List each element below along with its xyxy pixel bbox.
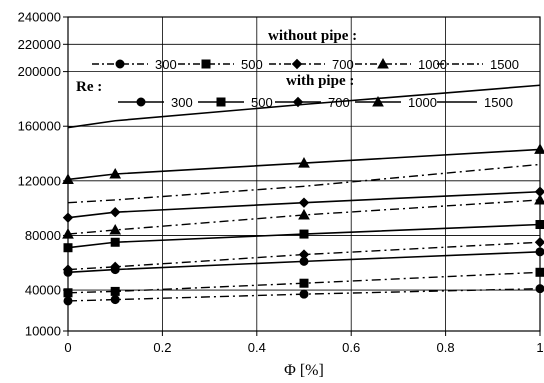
series-with-pipe-1000-point <box>109 167 122 179</box>
x-tick-label: 0 <box>64 340 71 355</box>
x-tick-label: 0.6 <box>342 340 360 355</box>
series-without-pipe-1000-line <box>67 199 541 235</box>
series-with-pipe-500-point <box>299 229 309 239</box>
series-without-pipe-500-point <box>299 278 309 288</box>
series-without-pipe-300-line <box>67 287 541 302</box>
series-with-pipe-300-point <box>110 265 120 275</box>
series-without-pipe-1000-point <box>109 223 122 235</box>
legend-entry-with-pipe-300-label: 300 <box>171 95 193 110</box>
legend-entry-without-pipe-1500: 1500 <box>437 57 519 72</box>
legend: without pipe : with pipe : Re : 300 500 70… <box>76 28 519 110</box>
series-with-pipe-1000-point <box>298 157 310 168</box>
series-with-pipe-1500 <box>67 84 541 129</box>
legend-entry-without-pipe-700: 700 <box>269 57 354 72</box>
y-tick-label: 120000 <box>18 173 61 188</box>
legend-entry-without-pipe-500-label: 500 <box>241 57 263 72</box>
series-without-pipe-1000-point <box>298 208 310 220</box>
legend-entry-with-pipe-700-marker <box>292 96 304 108</box>
y-tick-label: 240000 <box>18 10 61 25</box>
series-without-pipe-300-point <box>299 289 309 299</box>
legend-entry-with-pipe-300-marker <box>136 97 146 107</box>
legend-entry-with-pipe-1500-label: 1500 <box>484 95 513 110</box>
x-tick-label: 1 <box>536 340 543 355</box>
series-without-pipe-300 <box>63 284 544 306</box>
series-without-pipe-500-point <box>110 286 120 296</box>
series-with-pipe-500-point <box>110 237 120 247</box>
legend-entry-with-pipe-300: 300 <box>118 95 193 110</box>
legend-entry-without-pipe-500: 500 <box>178 57 263 72</box>
legend-group-title-with-pipe: with pipe : <box>286 73 354 89</box>
legend-entry-with-pipe-500-label: 500 <box>251 95 273 110</box>
series-with-pipe-1000-line <box>67 148 541 181</box>
legend-entry-without-pipe-500-marker <box>201 59 211 69</box>
series-with-pipe-700-line <box>67 190 541 219</box>
legend-items: 300 500 700 1000 1500 300 500 700 1000 1500 <box>92 57 519 110</box>
series-with-pipe-300 <box>63 247 544 277</box>
legend-entry-without-pipe-1000-label: 1000 <box>418 57 447 72</box>
legend-entry-without-pipe-700-label: 700 <box>332 57 354 72</box>
series-with-pipe-1500-line <box>67 84 541 129</box>
legend-entry-without-pipe-300-marker <box>115 59 125 69</box>
y-tick-label: 160000 <box>18 119 61 134</box>
legend-re-label: Re : <box>76 79 102 95</box>
series-without-pipe-1500 <box>67 163 541 204</box>
legend-entry-without-pipe-300-label: 300 <box>155 57 177 72</box>
legend-group-title-without-pipe: without pipe : <box>268 28 357 44</box>
series-with-pipe-500-line <box>67 223 541 249</box>
legend-entry-with-pipe-500: 500 <box>198 95 273 110</box>
legend-entry-with-pipe-1000: 1000 <box>355 95 437 110</box>
legend-entry-with-pipe-1000-label: 1000 <box>408 95 437 110</box>
plot-frame <box>67 16 541 332</box>
series-without-pipe-500-line <box>67 271 541 294</box>
x-tick-label: 0.8 <box>437 340 455 355</box>
legend-entry-without-pipe-700-marker <box>291 58 303 70</box>
series-without-pipe-300-point <box>110 295 120 305</box>
x-tick-label: 0.2 <box>153 340 171 355</box>
x-axis-ticks: 0 0.2 0.4 0.6 0.8 1 <box>64 331 544 355</box>
legend-entry-with-pipe-1500: 1500 <box>437 95 513 110</box>
y-tick-label: 200000 <box>18 64 61 79</box>
x-tick-label: 0.4 <box>248 340 266 355</box>
legend-entry-without-pipe-1000: 1000 <box>355 57 447 72</box>
series-without-pipe-1500-line <box>67 163 541 204</box>
legend-entry-with-pipe-700: 700 <box>275 95 350 110</box>
legend-entry-without-pipe-1000-marker <box>377 57 389 69</box>
series-without-pipe-700-line <box>67 241 541 271</box>
legend-entry-without-pipe-300: 300 <box>92 57 177 72</box>
y-tick-label: 40000 <box>25 283 61 298</box>
series-group <box>62 84 544 306</box>
legend-entry-without-pipe-1500-label: 1500 <box>490 57 519 72</box>
y-tick-label: 10000 <box>25 324 61 339</box>
legend-entry-with-pipe-700-label: 700 <box>328 95 350 110</box>
series-with-pipe-700-point <box>109 207 121 218</box>
legend-entry-with-pipe-500-marker <box>216 97 226 107</box>
series-with-pipe-300-point <box>299 256 309 266</box>
legend-entry-with-pipe-1000-marker <box>372 95 384 107</box>
series-with-pipe-500 <box>63 220 544 253</box>
series-with-pipe-700 <box>62 186 544 223</box>
x-axis-label: Φ [%] <box>284 362 324 379</box>
series-with-pipe-300-line <box>67 251 541 274</box>
series-with-pipe-700-point <box>298 197 310 208</box>
y-tick-label: 220000 <box>18 37 61 52</box>
series-with-pipe-1000 <box>62 143 544 184</box>
y-tick-label: 80000 <box>25 228 61 243</box>
y-axis-ticks: 10000 40000 80000 120000 160000 200000 220000 2… <box>18 10 68 339</box>
